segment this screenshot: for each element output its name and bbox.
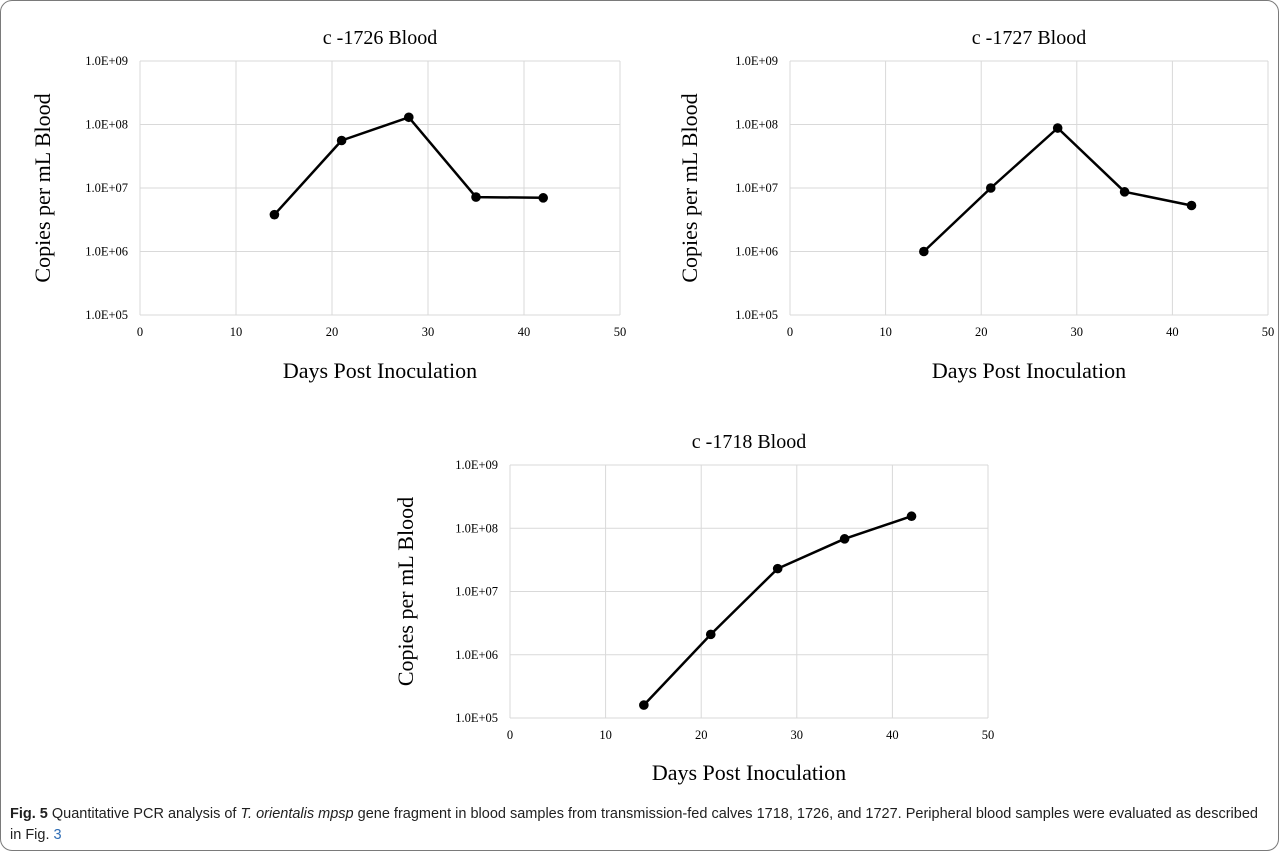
chart-3-x-tick-label: 50 (982, 728, 995, 742)
chart-1-data-point (269, 209, 280, 220)
chart-2-x-tick-label: 0 (787, 325, 793, 339)
chart-2-data-point (919, 246, 929, 257)
chart-2-x-tick-label: 30 (1071, 325, 1084, 339)
chart-2-x-tick-label: 50 (1262, 325, 1275, 339)
chart-1-x-tick-label: 50 (614, 325, 627, 339)
chart-1-data-point (336, 135, 347, 146)
chart-2-data-point (1119, 187, 1130, 197)
chart-2-y-tick-label: 1.0E+05 (735, 308, 778, 322)
chart-3-data-point (906, 511, 917, 522)
chart-3-panel: 0 10 20 30 40 50 1.0E+09 1.0E+08 1.0E+07 1.0E+06 1… (393, 431, 994, 785)
chart-3-y-tick-label: 1.0E+06 (455, 648, 498, 662)
chart-1-data-point (538, 193, 548, 203)
chart-3-x-tick-label: 10 (599, 728, 612, 742)
caption-text-b: gene fragment in blood samples from tran… (10, 806, 1258, 843)
chart-1-data-point (404, 112, 414, 123)
chart-1-x-tick-label: 10 (230, 325, 243, 339)
chart-2-y-tick-label: 1.0E+06 (735, 245, 778, 259)
chart-2-x-axis-label: Days Post Inoculation (932, 358, 1126, 383)
figure-charts: 0 10 20 30 40 50 1.0E+09 1.0E+08 1.0E+07 1.0E+06 1… (30, 27, 1274, 785)
chart-1-x-tick-label: 30 (422, 325, 435, 339)
chart-1-x-tick-label: 0 (137, 325, 143, 339)
chart-2-title: c -1727 Blood (972, 27, 1086, 49)
chart-2-y-axis-label: Copies per mL Blood (677, 93, 702, 282)
chart-1-y-tick-label: 1.0E+08 (85, 118, 128, 132)
caption-figure-link[interactable]: 3 (53, 827, 62, 843)
chart-1-x-tick-label: 40 (518, 325, 531, 339)
chart-3-data-point (639, 700, 649, 710)
chart-2-panel: 0 10 20 30 40 50 1.0E+09 1.0E+08 1.0E+07 1.0E+06 1… (677, 27, 1274, 383)
chart-1-data-point (471, 192, 481, 202)
chart-3-x-tick-label: 20 (695, 728, 708, 742)
chart-3-y-tick-label: 1.0E+07 (455, 585, 498, 599)
chart-1-y-tick-label: 1.0E+06 (85, 245, 128, 259)
chart-2-y-tick-label: 1.0E+09 (735, 54, 778, 68)
chart-3-y-tick-label: 1.0E+05 (455, 711, 498, 725)
chart-2-x-tick-label: 20 (975, 325, 988, 339)
chart-2-x-tick-label: 40 (1166, 325, 1179, 339)
chart-1-x-axis-label: Days Post Inoculation (283, 358, 477, 383)
chart-1-y-tick-label: 1.0E+07 (85, 181, 128, 195)
chart-1-panel: 0 10 20 30 40 50 1.0E+09 1.0E+08 1.0E+07 1.0E+06 1… (30, 27, 626, 383)
chart-3-x-axis-label: Days Post Inoculation (652, 760, 846, 785)
chart-1-y-tick-label: 1.0E+05 (85, 308, 128, 322)
caption-label: Fig. 5 (10, 806, 48, 822)
chart-1-series-line (273, 116, 544, 216)
chart-2-y-tick-label: 1.0E+07 (735, 181, 778, 195)
figure-caption: Fig. 5 Quantitative PCR analysis of T. o… (10, 804, 1272, 846)
chart-3-data-point (839, 534, 850, 544)
chart-3-y-tick-label: 1.0E+08 (455, 521, 498, 535)
chart-1-title: c -1726 Blood (323, 27, 437, 49)
caption-species: T. orientalis mpsp (240, 806, 354, 822)
chart-2-y-tick-label: 1.0E+08 (735, 118, 778, 132)
chart-2-data-point (985, 183, 996, 193)
chart-3-data-point (705, 629, 716, 640)
chart-3-x-tick-label: 0 (507, 728, 513, 742)
chart-2-data-point (1186, 200, 1197, 211)
chart-3-x-tick-label: 40 (886, 728, 899, 742)
chart-2-series-line (922, 126, 1192, 253)
chart-2-data-point (1052, 123, 1063, 133)
chart-3-y-tick-label: 1.0E+09 (455, 458, 498, 472)
chart-1-y-axis-label: Copies per mL Blood (30, 93, 55, 282)
chart-3-data-point (772, 563, 783, 574)
chart-3-series-line (642, 515, 912, 706)
chart-2-x-tick-label: 10 (879, 325, 892, 339)
chart-1-y-tick-label: 1.0E+09 (85, 54, 128, 68)
chart-3-y-axis-label: Copies per mL Blood (393, 497, 418, 686)
caption-text-a: Quantitative PCR analysis of (47, 806, 241, 822)
chart-1-x-tick-label: 20 (326, 325, 339, 339)
chart-3-x-tick-label: 30 (791, 728, 804, 742)
chart-3-title: c -1718 Blood (692, 431, 806, 453)
